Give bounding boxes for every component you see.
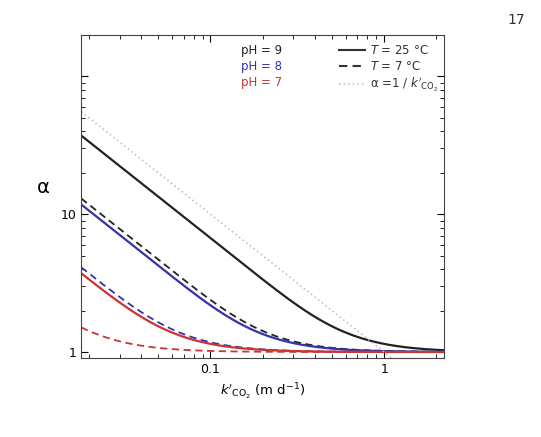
Y-axis label: α: α [37,178,50,197]
Text: 17: 17 [507,13,525,27]
Legend: $T$ = 25 °C, $T$ = 7 °C, α =1 / $k'_{\mathrm{CO_2}}$: $T$ = 25 °C, $T$ = 7 °C, α =1 / $k'_{\ma… [339,44,438,94]
X-axis label: $k'_{\mathrm{CO_2}}$ (m d$^{-1}$): $k'_{\mathrm{CO_2}}$ (m d$^{-1}$) [220,382,305,402]
